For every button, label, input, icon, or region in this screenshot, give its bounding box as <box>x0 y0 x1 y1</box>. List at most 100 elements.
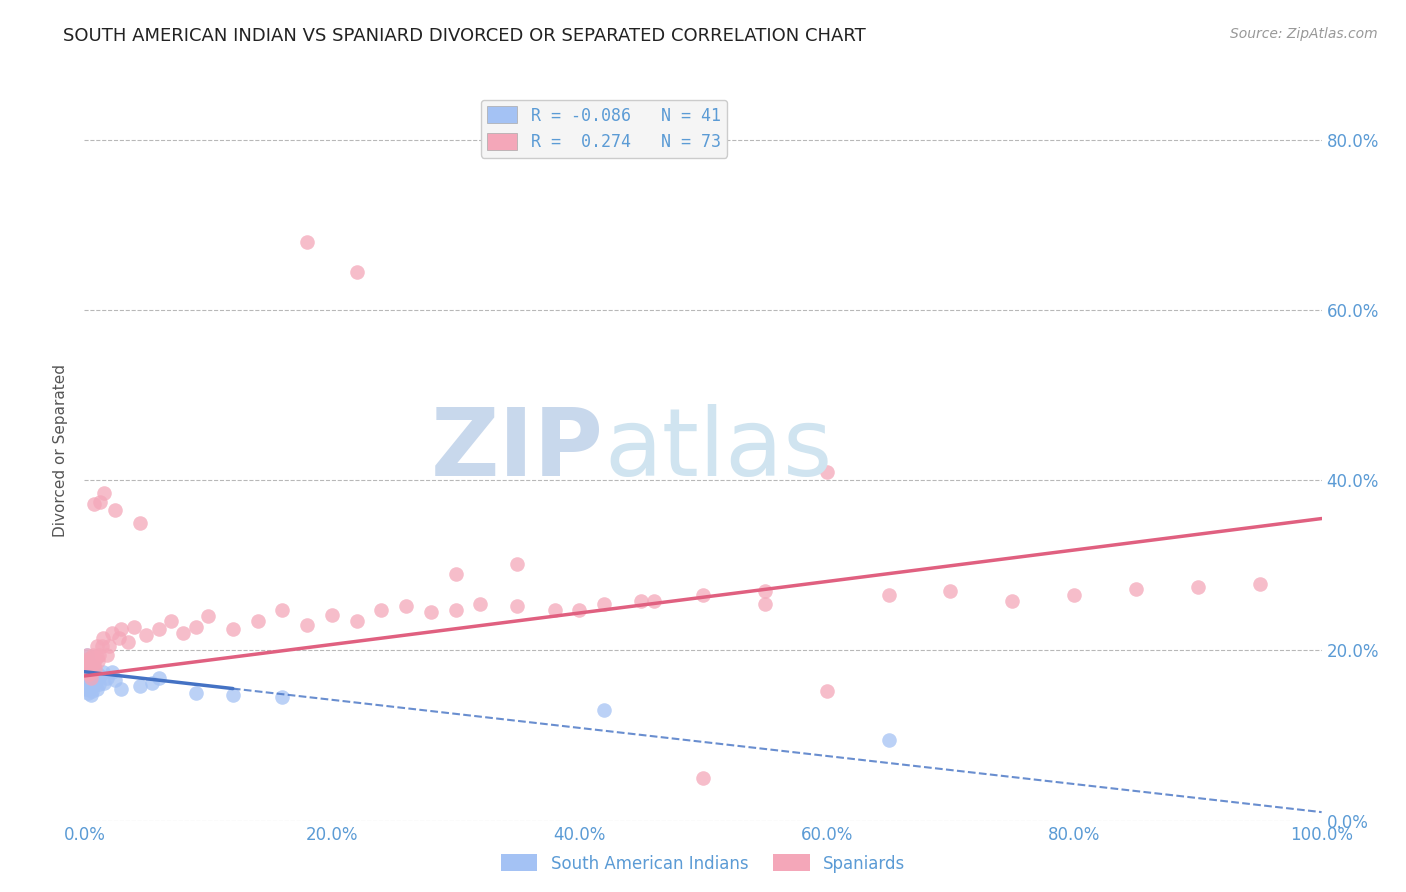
Point <box>84 665 107 679</box>
Point <box>222 688 245 702</box>
Point <box>86 671 108 685</box>
Point <box>79 657 101 671</box>
Point <box>93 486 115 500</box>
Point <box>271 690 294 705</box>
Point <box>83 673 105 688</box>
Point <box>295 235 318 249</box>
Point <box>79 665 101 679</box>
Point <box>148 622 170 636</box>
Point <box>76 657 98 671</box>
Point <box>76 648 98 662</box>
Point <box>84 675 107 690</box>
Point <box>630 594 652 608</box>
Point <box>82 660 104 674</box>
Point <box>87 667 110 681</box>
Point <box>1125 582 1147 597</box>
Point <box>79 654 101 668</box>
Point <box>75 669 97 683</box>
Point <box>104 503 127 517</box>
Point <box>321 607 343 622</box>
Point <box>90 639 112 653</box>
Point <box>470 597 492 611</box>
Point <box>77 673 100 688</box>
Point <box>184 686 207 700</box>
Point <box>1063 588 1085 602</box>
Point <box>135 628 157 642</box>
Text: ZIP: ZIP <box>432 404 605 497</box>
Point <box>222 622 245 636</box>
Point <box>89 648 111 662</box>
Point <box>89 677 111 691</box>
Point <box>129 679 152 693</box>
Point <box>87 654 110 668</box>
Point <box>91 631 114 645</box>
Point <box>91 665 114 679</box>
Point <box>75 665 97 679</box>
Point <box>148 671 170 685</box>
Point <box>346 614 368 628</box>
Point <box>295 618 318 632</box>
Y-axis label: Divorced or Separated: Divorced or Separated <box>53 364 69 537</box>
Point <box>79 688 101 702</box>
Point <box>79 657 101 671</box>
Point <box>84 662 107 676</box>
Point <box>86 650 108 665</box>
Point <box>419 605 441 619</box>
Point <box>79 667 101 681</box>
Legend: R = -0.086   N = 41, R =  0.274   N = 73: R = -0.086 N = 41, R = 0.274 N = 73 <box>481 100 727 158</box>
Point <box>98 639 121 653</box>
Point <box>1187 580 1209 594</box>
Point <box>692 588 714 602</box>
Legend: South American Indians, Spaniards: South American Indians, Spaniards <box>494 847 912 880</box>
Point <box>93 675 115 690</box>
Point <box>506 557 529 571</box>
Point <box>815 465 838 479</box>
Text: SOUTH AMERICAN INDIAN VS SPANIARD DIVORCED OR SEPARATED CORRELATION CHART: SOUTH AMERICAN INDIAN VS SPANIARD DIVORC… <box>63 27 866 45</box>
Point <box>86 681 108 696</box>
Point <box>80 671 103 685</box>
Point <box>370 602 392 616</box>
Point <box>86 639 108 653</box>
Point <box>75 681 97 696</box>
Point <box>82 648 104 662</box>
Point <box>1249 577 1271 591</box>
Point <box>100 665 122 679</box>
Point <box>444 566 467 581</box>
Point <box>76 648 98 662</box>
Point <box>104 673 127 688</box>
Point <box>110 622 132 636</box>
Point <box>80 665 103 679</box>
Point <box>141 675 163 690</box>
Point <box>100 626 122 640</box>
Point <box>76 658 98 673</box>
Point <box>197 609 219 624</box>
Point <box>117 635 139 649</box>
Point <box>77 652 100 666</box>
Point <box>1001 594 1024 608</box>
Point <box>160 614 183 628</box>
Point <box>877 732 900 747</box>
Point <box>184 619 207 633</box>
Point <box>754 583 776 598</box>
Point <box>82 667 104 681</box>
Point <box>939 583 962 598</box>
Point <box>643 594 665 608</box>
Point <box>346 265 368 279</box>
Point <box>593 703 616 717</box>
Point <box>692 771 714 785</box>
Point <box>246 614 269 628</box>
Point <box>89 494 111 508</box>
Text: Source: ZipAtlas.com: Source: ZipAtlas.com <box>1230 27 1378 41</box>
Point <box>77 662 100 676</box>
Point <box>79 671 101 685</box>
Point <box>110 681 132 696</box>
Point <box>754 597 776 611</box>
Point <box>271 602 294 616</box>
Point <box>76 665 98 679</box>
Point <box>80 650 103 665</box>
Point <box>83 657 105 671</box>
Point <box>108 631 131 645</box>
Point <box>444 602 467 616</box>
Point <box>79 669 101 683</box>
Point <box>96 671 118 685</box>
